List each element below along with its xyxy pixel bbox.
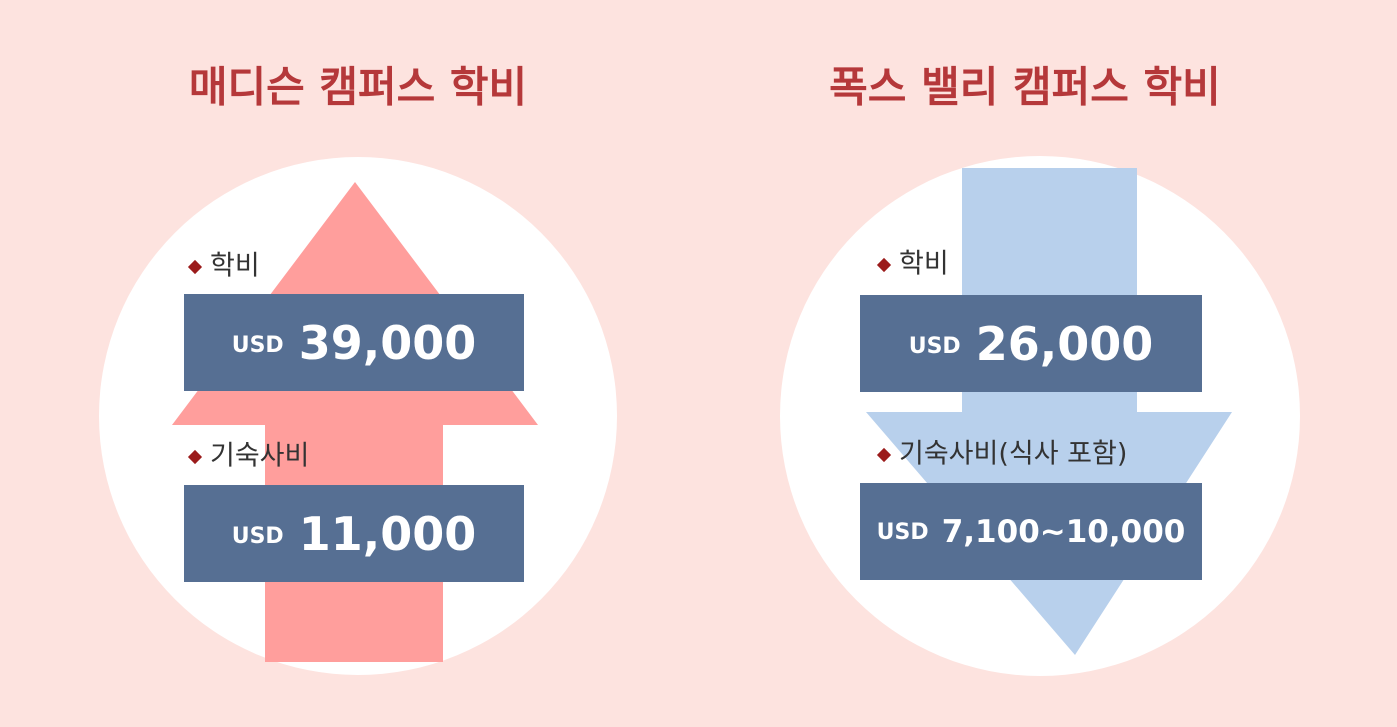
bullet	[876, 447, 892, 463]
panel-title: 매디슨 캠퍼스 학비	[189, 63, 527, 112]
price-box	[860, 483, 1202, 580]
amount: 7,100~10,000	[942, 514, 1186, 550]
bullet	[187, 449, 203, 465]
currency: USD	[232, 333, 284, 358]
price-box	[860, 295, 1202, 392]
price: USD 11,000	[232, 507, 477, 561]
item-label: 기숙사비(식사 포함)	[899, 439, 1127, 470]
bullet	[187, 259, 203, 275]
price: USD 7,100~10,000	[877, 514, 1186, 550]
price-box	[184, 485, 524, 582]
up-arrow	[172, 182, 538, 662]
panel-title: 폭스 밸리 캠퍼스 학비	[829, 63, 1221, 112]
amount: 39,000	[299, 316, 477, 370]
amount: 11,000	[299, 507, 477, 561]
currency: USD	[909, 334, 961, 359]
item-label: 학비	[899, 249, 949, 280]
amount: 26,000	[976, 317, 1154, 371]
price-box	[184, 294, 524, 391]
bullet	[876, 257, 892, 273]
item-label: 학비	[210, 251, 260, 282]
currency: USD	[877, 520, 929, 545]
price: USD 39,000	[232, 316, 477, 370]
price: USD 26,000	[909, 317, 1154, 371]
currency: USD	[232, 524, 284, 549]
item-label: 기숙사비	[210, 441, 309, 472]
